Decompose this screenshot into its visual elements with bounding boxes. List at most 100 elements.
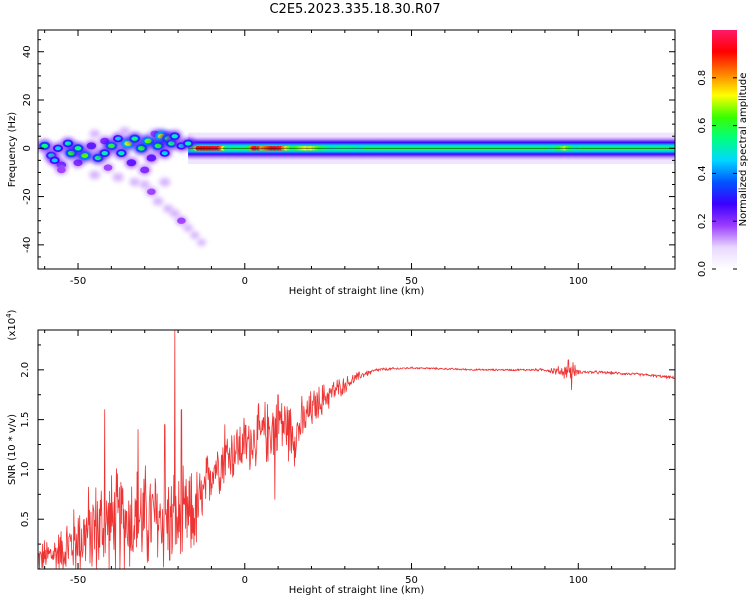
spectral-blob (190, 231, 200, 239)
snr-frame (37, 329, 676, 570)
spectral-blob-core (118, 151, 125, 156)
snr-ytick-label: 1.0 (20, 461, 31, 477)
spectral-blob-core (54, 146, 62, 151)
colorbar-tick-label: 0.2 (697, 213, 708, 229)
spectral-blob (129, 177, 140, 187)
spectrogram-ytick-label: -20 (22, 188, 33, 204)
spectral-blob-core (107, 143, 115, 149)
spectral-blob (167, 130, 182, 142)
colorbar-tick-label: 0.4 (697, 165, 708, 181)
spectral-blob (61, 137, 76, 150)
spectral-blob (89, 170, 101, 180)
spectral-blob-halo (169, 209, 180, 218)
spectral-blob-core (51, 158, 58, 163)
spectral-blob (158, 147, 172, 159)
snr-line (38, 330, 675, 569)
colorbar-tick-label: 0.8 (697, 70, 708, 86)
spectral-blob (114, 147, 129, 159)
spectral-blob (89, 129, 100, 138)
spectrogram-panel: -50 0 50 100 -40 -20 0 20 40 Height of straight … (7, 29, 676, 297)
colorbar-tick-label: 0.6 (697, 118, 708, 134)
spectral-blob-core (137, 146, 145, 151)
spectral-blob-halo (196, 238, 207, 247)
spectral-blob-mid (73, 159, 83, 167)
spectral-blob (55, 165, 68, 175)
spectral-blob-core (131, 136, 139, 141)
spectral-blob (112, 172, 124, 182)
colorbar-label: Normalized spectral amplitude (738, 73, 749, 227)
spectral-blob-core (154, 143, 162, 149)
spectral-blob (145, 187, 158, 197)
snr-xtick-label: 50 (405, 575, 418, 586)
spectral-blob (47, 155, 62, 166)
snr-ylabel: SNR (10 * v/v) (7, 414, 18, 485)
spectrogram-xlabel: Height of straight line (km) (289, 286, 425, 297)
colorbar: 0.0 0.2 0.4 0.6 0.8 Normalized spectral ampl… (697, 30, 749, 277)
spectral-blob (169, 209, 180, 218)
spectral-blob-core (168, 141, 175, 146)
spectral-blob (138, 165, 151, 175)
spectral-blob (102, 162, 114, 173)
colorbar-tick-label: 0.0 (697, 261, 708, 277)
spectrogram-xtick-label: 0 (242, 276, 248, 287)
spectral-blob-core (144, 138, 152, 144)
spectral-blob (196, 238, 207, 247)
spectral-blob (139, 180, 150, 189)
colorbar-gradient (712, 30, 737, 269)
snr-ytick-label: 0.5 (20, 511, 31, 527)
spectrogram-axes: -50 0 50 100 -40 -20 0 20 40 (22, 30, 675, 287)
spectrogram-ylabel: Frequency (Hz) (7, 112, 18, 188)
spectral-blob-core (184, 141, 192, 146)
spectral-blob (162, 204, 174, 213)
spectrogram-image (38, 126, 675, 247)
spectrogram-xtick-label: 100 (569, 276, 588, 287)
spectral-blob-halo (162, 204, 174, 213)
snr-xtick-label: 100 (569, 575, 588, 586)
spectral-blob (144, 152, 158, 164)
spectrogram-ytick-label: 0 (22, 145, 33, 151)
spectral-blob-mid (146, 154, 157, 162)
spectral-blob-halo (89, 129, 100, 138)
snr-ytick-label: 2.0 (20, 362, 31, 378)
spectral-blob-halo (89, 170, 101, 180)
spectral-blob (63, 147, 79, 160)
spectral-blob-halo (139, 180, 150, 189)
snr-multiplier-close: ) (7, 309, 18, 313)
spectral-blob (119, 126, 131, 136)
spectral-blob-mid (177, 217, 186, 224)
spectral-blob (159, 177, 171, 187)
snr-multiplier: (x104) (5, 309, 18, 340)
spectral-blob-mid (103, 164, 113, 171)
snr-xtick-label: -50 (70, 575, 86, 586)
spectral-blob-core (41, 143, 48, 149)
spectral-blob (51, 142, 65, 154)
spectrogram-frame (37, 29, 676, 270)
spectrogram-ytick-label: 40 (22, 45, 33, 58)
spectral-blob-mid (86, 142, 97, 150)
spectral-blob-mid (140, 166, 150, 174)
spectral-blob-mid (126, 159, 137, 167)
spectral-blob (97, 147, 112, 159)
spectral-blob (127, 132, 143, 145)
spectrogram-ytick-label: -40 (22, 237, 33, 253)
spectral-blob-halo (183, 224, 193, 232)
spectral-blob-mid (56, 166, 66, 174)
spectral-blob-core (81, 153, 89, 158)
spectral-blob (183, 224, 193, 232)
spectral-blob-halo (112, 172, 124, 182)
snr-xlabel: Height of straight line (km) (289, 585, 425, 596)
spectral-blob-core (115, 136, 122, 141)
spectral-blob (175, 216, 188, 226)
spectral-blob-mid (147, 188, 156, 195)
spectral-blob (181, 137, 196, 150)
spectral-blob-halo (152, 197, 164, 206)
snr-multiplier-exponent: 4 (5, 313, 13, 318)
snr-xtick-label: 0 (242, 575, 248, 586)
spectral-blob-core (161, 151, 168, 156)
spectrogram-xtick-label: -50 (70, 276, 86, 287)
spectral-blob-core (101, 151, 108, 156)
colorbar-axes: 0.0 0.2 0.4 0.6 0.8 (697, 70, 737, 277)
spectral-blob-halo (119, 126, 131, 136)
spectrogram-ytick-label: 20 (22, 94, 33, 107)
